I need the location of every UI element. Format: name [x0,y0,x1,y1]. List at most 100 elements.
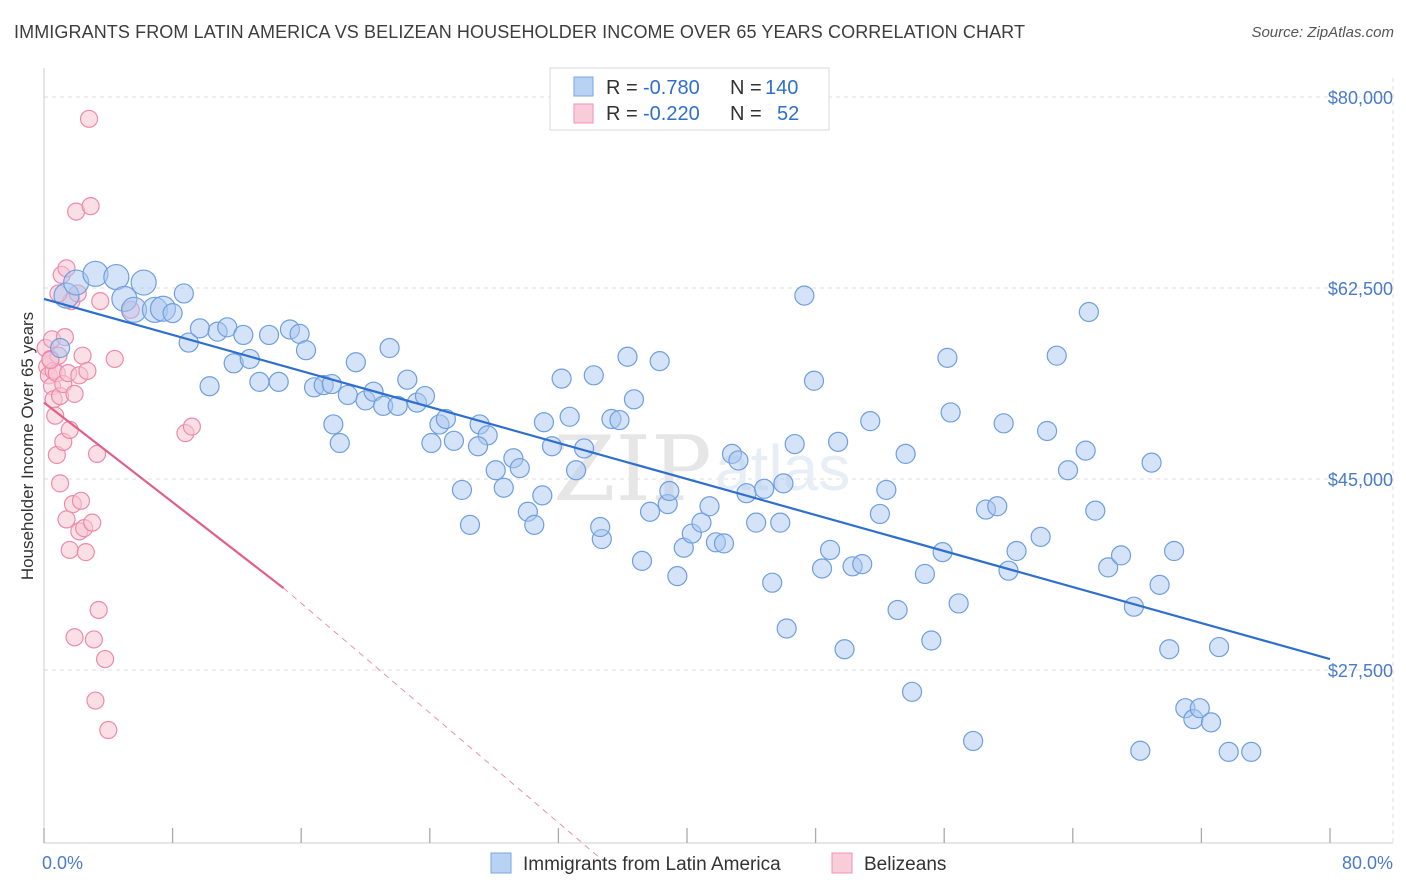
latin-america-point [667,566,688,587]
legend-r-label-2: R = [606,103,638,125]
belizeans-point [79,109,99,128]
latin-america-point [860,411,881,432]
belizeans-point [95,649,115,669]
latin-america-point [1163,540,1185,562]
latin-america-point [509,457,530,479]
latin-america-point [268,371,289,392]
latin-america-point [699,496,720,517]
latin-america-point [189,318,211,339]
latin-america-point [623,389,645,410]
belizeans-point [65,384,84,403]
latin-america-point [901,681,923,702]
latin-america-point [773,473,794,494]
latin-america-point [828,431,849,452]
latin-america-point [834,639,855,660]
latin-america-point [130,269,157,296]
latin-america-point [387,395,408,416]
belizeans-point [87,444,107,463]
y-tick-label: $27,500 [1328,661,1393,681]
belizeans-trend-line-extension [283,587,604,862]
legend-n-value-1: 140 [765,77,798,99]
latin-america-point [784,433,805,455]
latin-america-point [583,365,604,386]
belizeans-point [99,720,118,740]
latin-america-point [559,406,580,427]
belizeans-point [182,417,201,436]
legend-n-label-2: N = [730,103,762,125]
belizeans-point [60,540,79,560]
latin-america-point [397,369,418,390]
latin-america-point [1189,698,1210,719]
latin-america-point [639,501,661,522]
latin-america-point [728,450,749,471]
latin-america-point [329,432,350,454]
legend-swatch-blue [573,76,594,97]
latin-america-point [1110,545,1132,566]
latin-america-point [1208,636,1230,658]
legend-r-label-1: R = [606,77,638,99]
latin-america-point [295,340,317,361]
latin-america-point [617,346,638,367]
belizeans-point [57,510,76,529]
latin-america-point [794,285,815,306]
latin-america-point [485,460,506,481]
belizeans-point [60,420,79,439]
belizeans-point [84,630,103,649]
latin-america-point [713,533,735,554]
latin-america-point [551,368,572,389]
y-tick-label: $62,500 [1328,279,1393,299]
latin-america-point [770,512,791,533]
latin-america-point [451,479,473,501]
latin-america-point [459,514,481,535]
latin-america-point [852,554,873,575]
legend-bottom-label-pink: Belizeans [864,854,946,875]
latin-america-points [49,260,1262,762]
legend-top-box [549,67,830,131]
belizeans-point [73,346,92,365]
latin-america-point [49,337,71,359]
latin-america-point [337,384,358,406]
belizeans-point [65,628,84,647]
belizeans-point [89,600,108,620]
latin-america-point [746,512,767,533]
latin-america-point [345,352,366,373]
latin-america-point [1130,740,1151,761]
legend-swatch-pink [573,103,594,124]
latin-america-point [565,460,587,481]
latin-america-point [1075,440,1096,461]
latin-america-point [1200,712,1222,733]
legend-top: R = -0.780 N = 140 R = -0.220 N = 52 [549,67,830,131]
latin-america-point [776,618,797,639]
latin-america-point [948,593,969,614]
belizeans-point [76,543,95,562]
latin-america-point [887,599,908,621]
latin-america-point [659,480,680,502]
belizeans-point [50,474,70,493]
trend-lines [43,297,1331,862]
latin-america-point [921,630,942,651]
latin-america-point [233,324,254,346]
latin-america-point [762,572,783,593]
latin-america-point [1036,420,1058,442]
latin-america-point [963,730,984,752]
y-axis-label: Householder Income Over 65 years [18,312,37,580]
latin-america-point [631,550,653,571]
latin-america-point [940,402,961,423]
latin-america-point [590,516,611,538]
belizeans-point [105,349,124,369]
latin-america-point [649,351,670,372]
x-tick-label: 80.0% [1342,853,1393,873]
legend-n-label-1: N = [730,77,762,99]
latin-america-point [869,503,891,525]
latin-america-point [323,414,344,435]
latin-america-point [811,558,833,579]
belizeans-point [81,197,100,216]
belizeans-point [83,513,102,532]
y-tick-label: $80,000 [1328,88,1393,108]
latin-america-point [421,432,442,454]
latin-america-point [987,496,1008,517]
belizeans-points [36,109,201,740]
latin-america-point [532,485,553,506]
latin-america-point [993,413,1014,434]
latin-america-point [524,514,545,535]
